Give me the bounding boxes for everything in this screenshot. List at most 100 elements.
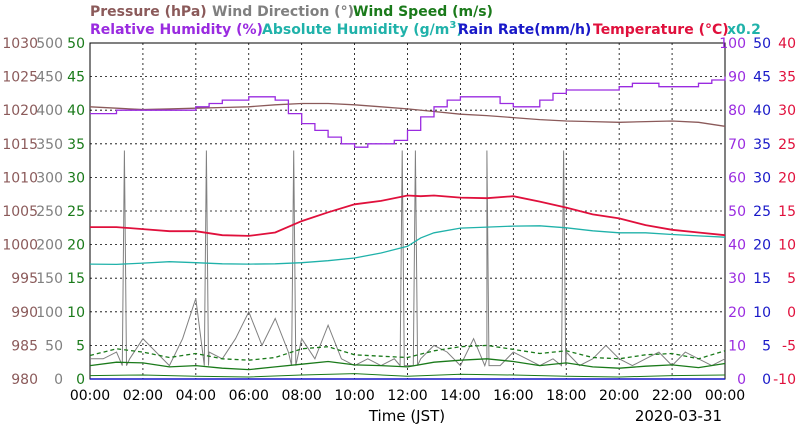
y-tick-label-temperature: 30 — [778, 103, 796, 119]
y-tick-label-temperature: 10 — [778, 238, 796, 254]
y-tick-label-rain-rate: 20 — [753, 238, 771, 254]
y-tick-label-pressure: 985 — [11, 338, 38, 354]
x-tick-label: 00:00 — [705, 388, 745, 404]
y-tick-label-rain-rate: 10 — [753, 305, 771, 321]
grid — [90, 43, 725, 379]
y-tick-label-rain-rate: 5 — [762, 338, 771, 354]
y-tick-label-pressure: 980 — [11, 372, 38, 388]
y-tick-label-relative-humidity: 60 — [728, 170, 746, 186]
y-tick-label-relative-humidity: 30 — [728, 271, 746, 287]
y-tick-label-temperature: 15 — [778, 204, 796, 220]
y-tick-label-wind-direction: 100 — [36, 305, 63, 321]
legend-absolute-humidity-suffix: ) — [456, 22, 462, 38]
y-tick-label-temperature: 20 — [778, 170, 796, 186]
y-tick-label-temperature: 35 — [778, 70, 796, 86]
y-tick-label-relative-humidity: 0 — [737, 372, 746, 388]
y-tick-label-rain-rate: 15 — [753, 271, 771, 287]
y-tick-label-wind-speed: 50 — [67, 36, 85, 52]
x-tick-label: 22:00 — [652, 388, 692, 404]
y-tick-label-wind-direction: 250 — [36, 204, 63, 220]
y-tick-label-wind-direction: 400 — [36, 103, 63, 119]
y-tick-label-wind-speed: 25 — [67, 204, 85, 220]
y-tick-label-wind-direction: 450 — [36, 70, 63, 86]
y-tick-label-pressure: 1010 — [2, 170, 38, 186]
x-tick-label: 18:00 — [546, 388, 586, 404]
legend-pressure: Pressure (hPa) — [90, 4, 207, 20]
y-tick-label-relative-humidity: 100 — [719, 36, 746, 52]
y-tick-label-pressure: 1015 — [2, 137, 38, 153]
x-axis-label: Time (JST) — [368, 407, 445, 425]
y-tick-label-wind-speed: 5 — [76, 338, 85, 354]
series-wind-speed — [89, 358, 726, 371]
series-wind-speed-min — [89, 373, 726, 378]
y-tick-label-temperature: 40 — [778, 36, 796, 52]
y-tick-label-wind-direction: 150 — [36, 271, 63, 287]
x-tick-label: 00:00 — [70, 388, 110, 404]
legend-wind-direction: Wind Direction (°) — [212, 4, 354, 20]
y-tick-label-temperature: 0 — [787, 305, 796, 321]
legend-rain-rate: Rain Rate(mm/h) — [458, 22, 591, 38]
y-tick-label-rain-rate: 35 — [753, 137, 771, 153]
y-tick-label-pressure: 990 — [11, 305, 38, 321]
y-tick-label-rain-rate: 0 — [762, 372, 771, 388]
y-tick-label-wind-speed: 10 — [67, 305, 85, 321]
y-tick-label-wind-direction: 0 — [54, 372, 63, 388]
y-tick-label-rain-rate: 30 — [753, 170, 771, 186]
series-layer — [89, 76, 726, 380]
legend-absolute-humidity-prefix: Absolute Humidity (g/m — [262, 22, 449, 38]
y-tick-label-wind-speed: 15 — [67, 271, 85, 287]
y-tick-label-relative-humidity: 90 — [728, 70, 746, 86]
chart-date: 2020-03-31 — [635, 407, 722, 425]
y-tick-label-pressure: 995 — [11, 271, 38, 287]
y-tick-label-rain-rate: 45 — [753, 70, 771, 86]
legend-relative-humidity: Relative Humidity (%) — [90, 22, 263, 38]
y-tick-label-rain-rate: 40 — [753, 103, 771, 119]
y-tick-label-temperature: 25 — [778, 137, 796, 153]
y-tick-label-rain-rate: 50 — [753, 36, 771, 52]
x-tick-label: 16:00 — [493, 388, 533, 404]
y-tick-label-temperature: -10 — [773, 372, 796, 388]
y-tick-label-temperature: -5 — [782, 338, 796, 354]
y-tick-label-pressure: 1025 — [2, 70, 38, 86]
series-relative-humidity — [90, 76, 726, 148]
y-tick-label-relative-humidity: 10 — [728, 338, 746, 354]
y-tick-label-wind-speed: 0 — [76, 372, 85, 388]
y-tick-label-wind-direction: 350 — [36, 137, 63, 153]
x-tick-label: 12:00 — [387, 388, 427, 404]
legend-abs-scale: x0.2 — [727, 22, 761, 38]
y-tick-label-wind-speed: 30 — [67, 170, 85, 186]
y-tick-label-wind-direction: 200 — [36, 238, 63, 254]
legend-absolute-humidity-sup: 3 — [449, 20, 456, 31]
series-absolute-humidity — [89, 225, 726, 266]
axis-ticks: 1030102510201015101010051000995990985980… — [2, 36, 796, 404]
legend-absolute-humidity: Absolute Humidity (g/m3) — [262, 20, 463, 38]
y-tick-label-wind-speed: 45 — [67, 70, 85, 86]
legend-temperature: Temperature (°C) — [593, 22, 729, 38]
x-tick-label: 10:00 — [334, 388, 374, 404]
y-tick-label-relative-humidity: 50 — [728, 204, 746, 220]
series-temperature — [90, 194, 726, 237]
y-tick-label-temperature: 5 — [787, 271, 796, 287]
y-tick-label-pressure: 1020 — [2, 103, 38, 119]
y-tick-label-relative-humidity: 40 — [728, 238, 746, 254]
y-tick-label-relative-humidity: 80 — [728, 103, 746, 119]
x-tick-label: 14:00 — [440, 388, 480, 404]
series-wind-speed-gust — [89, 344, 726, 361]
y-tick-label-wind-direction: 300 — [36, 170, 63, 186]
y-tick-label-wind-speed: 20 — [67, 238, 85, 254]
x-tick-label: 06:00 — [229, 388, 269, 404]
y-tick-label-wind-direction: 50 — [45, 338, 63, 354]
y-tick-label-relative-humidity: 20 — [728, 305, 746, 321]
x-tick-label: 20:00 — [599, 388, 639, 404]
y-tick-label-wind-speed: 35 — [67, 137, 85, 153]
y-tick-label-wind-speed: 40 — [67, 103, 85, 119]
y-tick-label-rain-rate: 25 — [753, 204, 771, 220]
y-tick-label-relative-humidity: 70 — [728, 137, 746, 153]
y-tick-label-pressure: 1000 — [2, 238, 38, 254]
x-tick-label: 04:00 — [176, 388, 216, 404]
y-tick-label-pressure: 1030 — [2, 36, 38, 52]
y-tick-label-wind-direction: 500 — [36, 36, 63, 52]
x-tick-label: 02:00 — [123, 388, 163, 404]
series-wind-direction — [90, 150, 726, 368]
